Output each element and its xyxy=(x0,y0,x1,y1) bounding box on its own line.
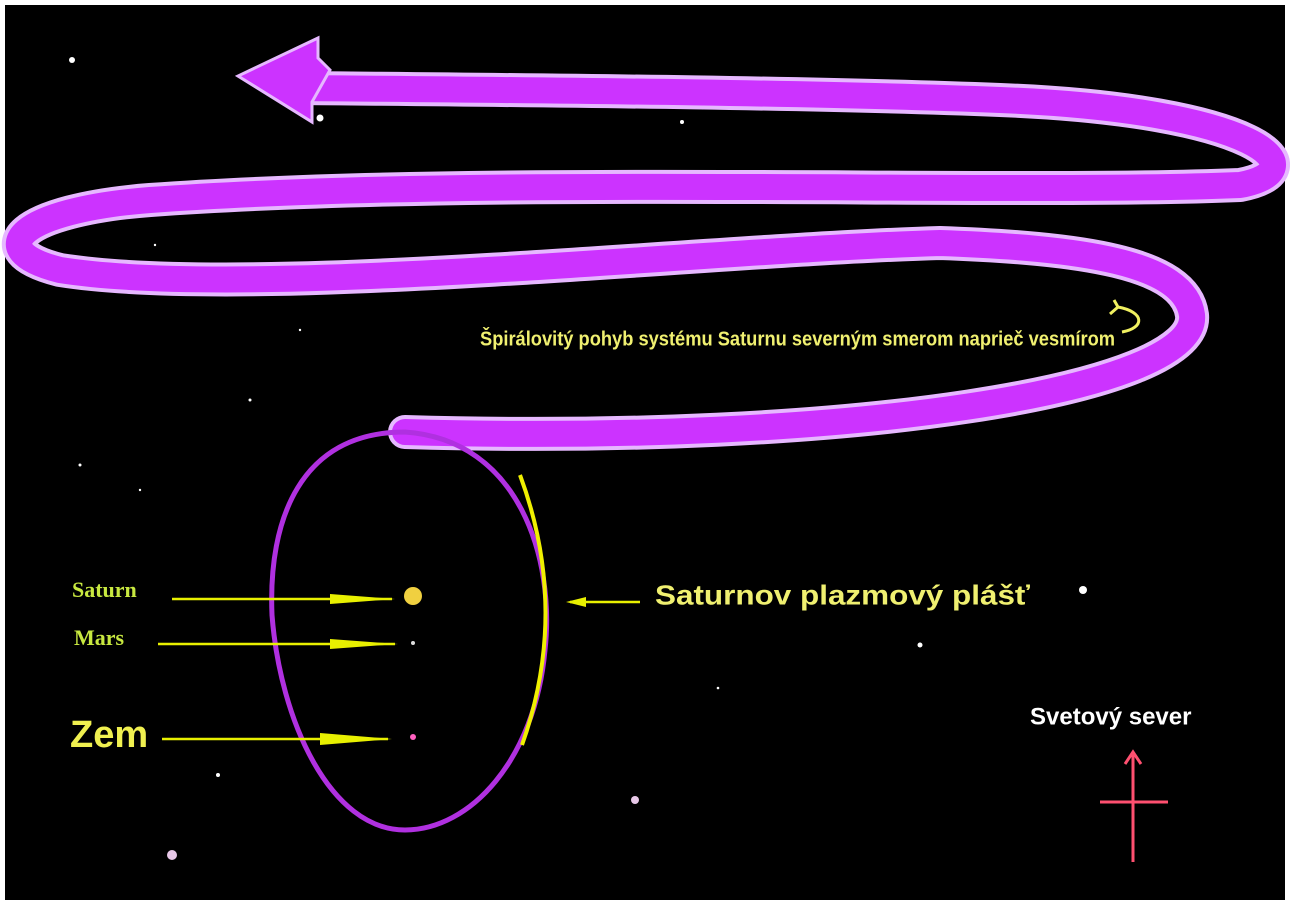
saturn-label: Saturn xyxy=(72,577,137,602)
spiral-caption: Špirálovitý pohyb systému Saturnu severn… xyxy=(480,326,1115,350)
north-label: Svetový sever xyxy=(1030,703,1191,730)
earth-label: Zem xyxy=(70,714,148,756)
earth-dot xyxy=(410,734,416,740)
mars-label: Mars xyxy=(74,625,125,650)
mars-dot xyxy=(411,641,415,645)
space-background xyxy=(5,5,1285,900)
saturn-dot xyxy=(404,587,422,605)
plasma-sheath-label: Saturnov plazmový plášť xyxy=(655,579,1031,610)
diagram: Špirálovitý pohyb systému Saturnu severn… xyxy=(0,0,1290,905)
